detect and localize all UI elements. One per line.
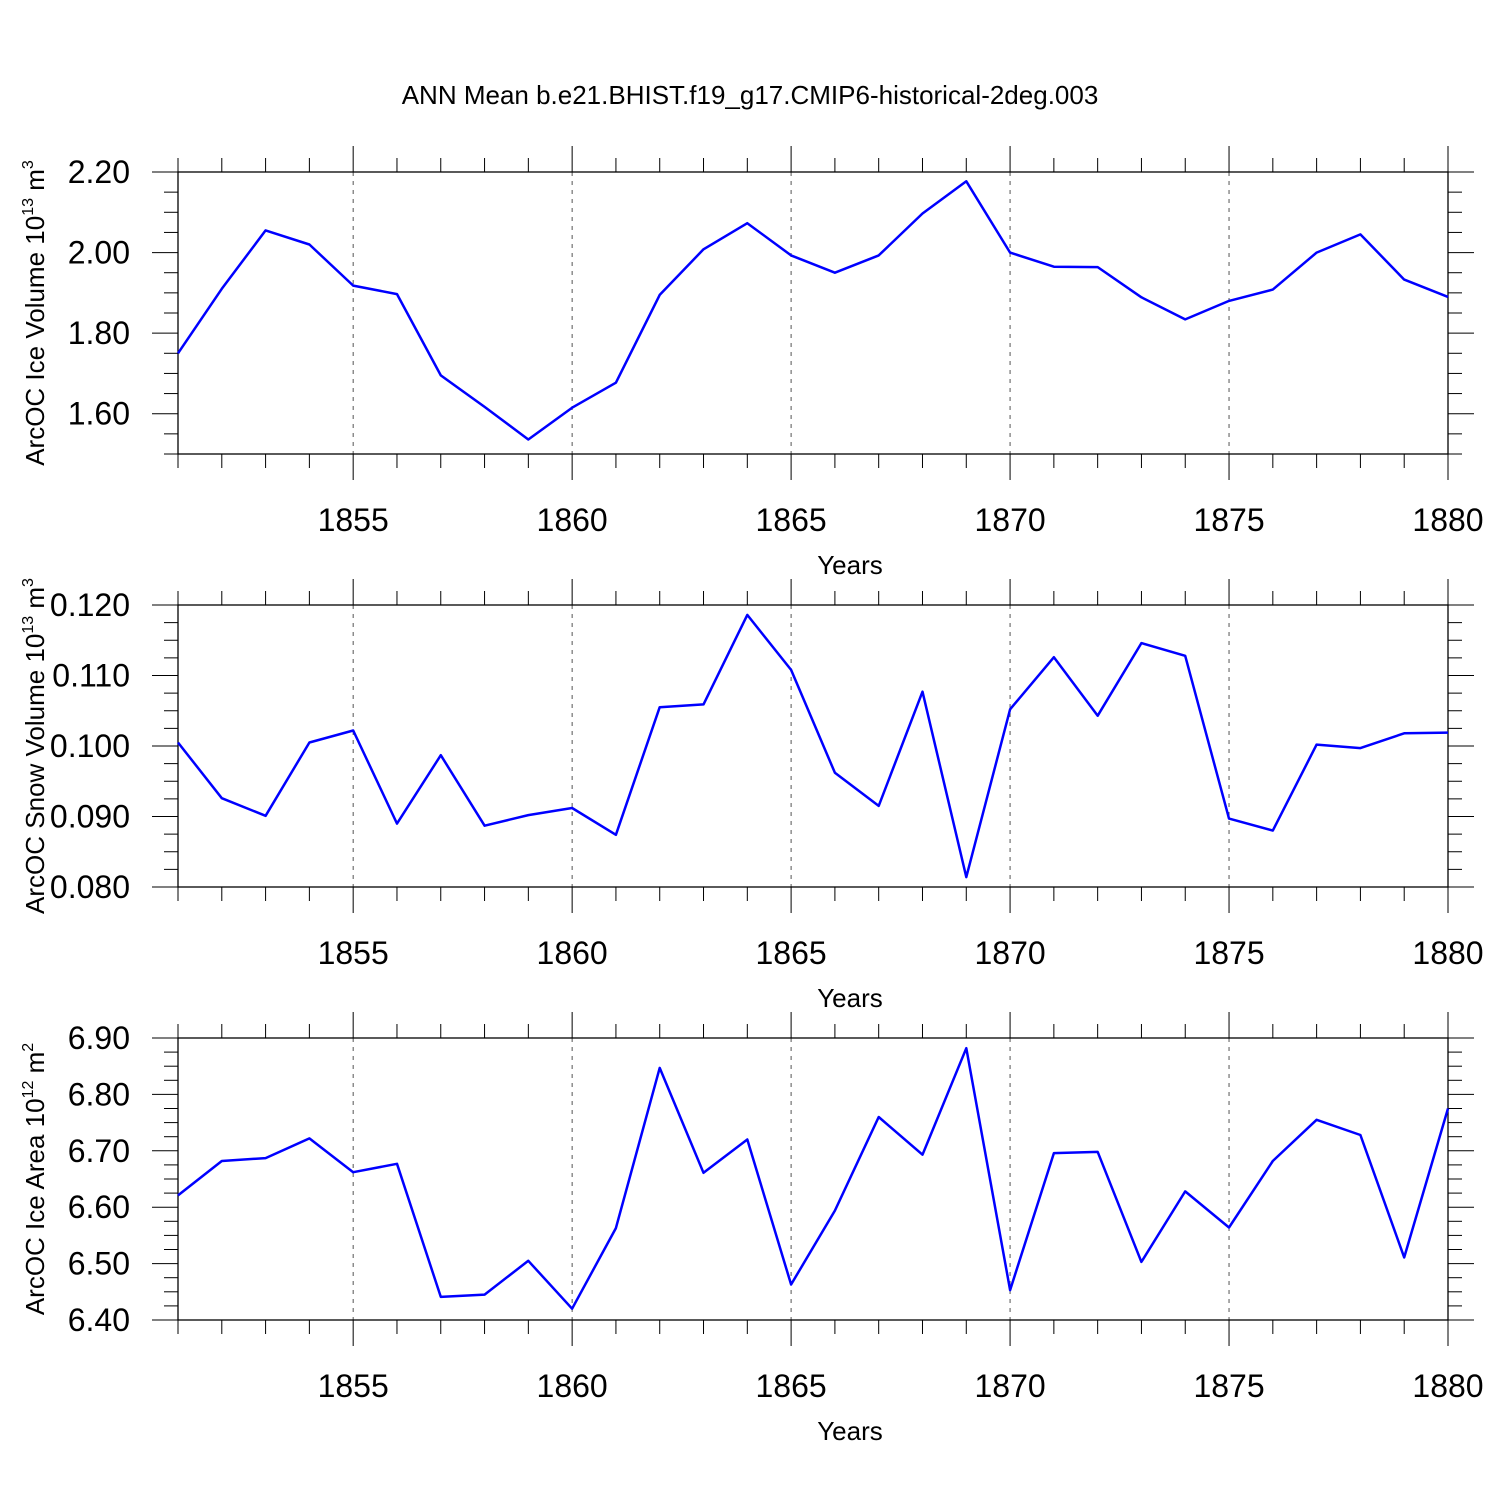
x-tick-label: 1860 <box>537 935 608 971</box>
y-tick-label: 6.90 <box>68 1020 130 1056</box>
x-axis-label: Years <box>817 1416 883 1446</box>
y-axis-label: ArcOC Ice Area 1012 m2 <box>20 1043 50 1315</box>
y-tick-label: 0.120 <box>50 587 130 623</box>
y-tick-label: 0.100 <box>50 728 130 764</box>
x-tick-label: 1880 <box>1412 502 1483 538</box>
y-tick-label: 6.40 <box>68 1302 130 1338</box>
y-tick-label: 1.60 <box>68 396 130 432</box>
x-tick-label: 1855 <box>318 502 389 538</box>
panel-1: 1855 1860 1865 1870 1875 1880 1.60 1.80 2.00 2.20… <box>20 146 1484 580</box>
y-tick-label: 0.090 <box>50 799 130 835</box>
y-tick-label: 0.080 <box>50 869 130 905</box>
x-tick-label: 1860 <box>537 502 608 538</box>
x-axis-label: Years <box>817 983 883 1013</box>
x-tick-label: 1865 <box>756 935 827 971</box>
x-tick-label: 1875 <box>1193 1368 1264 1404</box>
x-tick-label: 1865 <box>756 502 827 538</box>
y-tick-label: 6.80 <box>68 1076 130 1112</box>
y-tick-label: 6.70 <box>68 1133 130 1169</box>
y-tick-label: 2.20 <box>68 154 130 190</box>
x-tick-label: 1870 <box>974 1368 1045 1404</box>
y-axis-label: ArcOC Ice Volume 1013 m3 <box>20 160 50 466</box>
x-axis-label: Years <box>817 550 883 580</box>
series-line-1 <box>176 180 1449 441</box>
plot-frame <box>177 604 1449 888</box>
panel-2: 1855 1860 1865 1870 1875 1880 0.080 0.090 0.100 0… <box>20 578 1484 1013</box>
y-tick-label: 2.00 <box>68 235 130 271</box>
x-tick-label: 1880 <box>1412 1368 1483 1404</box>
y-tick-label: 6.50 <box>68 1246 130 1282</box>
plot-frame <box>177 171 1449 455</box>
chart-title: ANN Mean b.e21.BHIST.f19_g17.CMIP6-histo… <box>402 80 1099 110</box>
y-tick-label: 1.80 <box>68 315 130 351</box>
y-tick-label: 0.110 <box>52 658 130 694</box>
series-line-1 <box>177 1046 1450 1310</box>
x-tick-label: 1870 <box>974 935 1045 971</box>
x-tick-label: 1870 <box>974 502 1045 538</box>
series-line-1 <box>177 613 1449 879</box>
y-tick-label: 6.60 <box>68 1189 130 1225</box>
x-tick-label: 1875 <box>1193 502 1264 538</box>
x-tick-label: 1880 <box>1412 935 1483 971</box>
x-tick-label: 1855 <box>318 1368 389 1404</box>
panel-3: 1855 1860 1865 1870 1875 1880 6.40 6.50 6.60 6.70… <box>20 1012 1484 1446</box>
x-tick-label: 1860 <box>537 1368 608 1404</box>
x-tick-label: 1855 <box>318 935 389 971</box>
plot-frame <box>177 1037 1449 1321</box>
x-tick-label: 1875 <box>1193 935 1264 971</box>
y-axis-label: ArcOC Snow Volume 1013 m3 <box>20 578 50 914</box>
x-tick-label: 1865 <box>756 1368 827 1404</box>
